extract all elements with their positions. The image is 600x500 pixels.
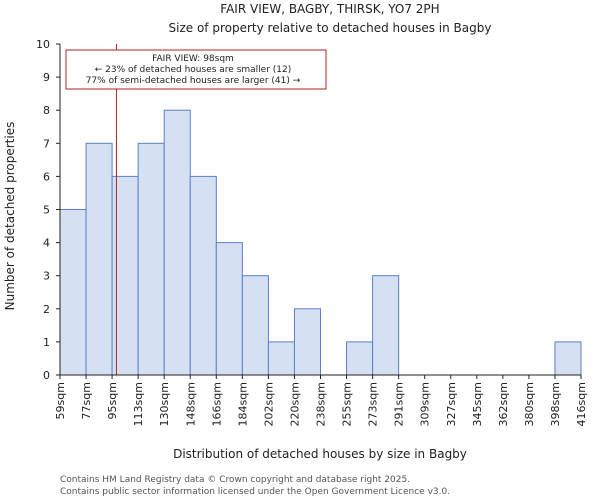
annotation-border	[65, 49, 327, 90]
bar-148sqm	[189, 175, 217, 376]
bar-166sqm	[215, 242, 243, 376]
y-ticks-layer: 0 1 2 3 4 5 6 7 8 9 10	[36, 38, 60, 382]
x-tick-label: 362sqm	[497, 382, 510, 426]
x-tick-label: 202sqm	[262, 382, 275, 426]
x-tick-label: 398sqm	[549, 382, 562, 426]
annotation-line-3: 77% of semi-detached houses are larger (…	[86, 76, 301, 86]
x-tick-label: 291sqm	[393, 382, 406, 426]
x-tick-label: 130sqm	[158, 382, 171, 426]
footer-line-1: Contains HM Land Registry data © Crown c…	[60, 475, 410, 485]
y-tick-label: 3	[43, 270, 50, 283]
x-tick-label: 345sqm	[471, 382, 484, 426]
x-tick-label: 309sqm	[419, 382, 432, 426]
bar-113sqm	[137, 142, 165, 376]
annotation-line-1: FAIR VIEW: 98sqm	[152, 54, 234, 64]
y-axis-title: Number of detached properties	[3, 122, 17, 311]
y-tick-label: 0	[43, 369, 50, 382]
y-tick-label: 2	[43, 303, 50, 316]
x-tick-label: 255sqm	[341, 382, 354, 426]
chart-title: FAIR VIEW, BAGBY, THIRSK, YO7 2PH	[220, 2, 439, 16]
x-tick-label: 148sqm	[184, 382, 197, 426]
annotation-box: FAIR VIEW: 98sqm ← 23% of detached house…	[65, 49, 327, 90]
chart-subtitle: Size of property relative to detached ho…	[169, 21, 492, 35]
annotation-line-2: ← 23% of detached houses are smaller (12…	[95, 65, 292, 75]
x-tick-label: 59sqm	[54, 382, 67, 419]
y-tick-label: 6	[43, 170, 50, 183]
x-tick-label: 77sqm	[80, 382, 93, 419]
y-tick-label: 5	[43, 204, 50, 217]
bar-184sqm	[241, 275, 269, 376]
x-tick-label: 113sqm	[132, 382, 145, 426]
bar-202sqm	[267, 341, 295, 376]
x-ticks-layer: 59sqm 77sqm 95sqm 113sqm 130sqm 148sqm 166sqm 1…	[54, 375, 588, 426]
footer-line-2: Contains public sector information licen…	[60, 487, 450, 497]
x-tick-label: 273sqm	[367, 382, 380, 426]
bars-layer	[59, 109, 582, 376]
y-tick-label: 8	[43, 104, 50, 117]
y-tick-label: 4	[43, 237, 50, 250]
x-tick-label: 416sqm	[575, 382, 588, 426]
bar-273sqm	[372, 275, 400, 376]
bar-59sqm	[59, 209, 87, 376]
y-tick-label: 7	[43, 137, 50, 150]
bar-398sqm	[554, 341, 582, 376]
x-tick-label: 380sqm	[523, 382, 536, 426]
y-tick-label: 10	[36, 38, 50, 51]
bar-130sqm	[163, 109, 191, 376]
y-tick-label: 9	[43, 71, 50, 84]
x-tick-label: 166sqm	[210, 382, 223, 426]
x-tick-label: 95sqm	[106, 382, 119, 419]
x-tick-label: 220sqm	[288, 382, 301, 426]
x-tick-label: 327sqm	[445, 382, 458, 426]
bar-77sqm	[85, 142, 113, 376]
x-tick-label: 238sqm	[315, 382, 328, 426]
bar-220sqm	[293, 308, 322, 376]
bar-255sqm	[346, 341, 374, 376]
y-tick-label: 1	[43, 336, 50, 349]
x-tick-label: 184sqm	[236, 382, 249, 426]
x-axis-title: Distribution of detached houses by size …	[173, 447, 467, 461]
